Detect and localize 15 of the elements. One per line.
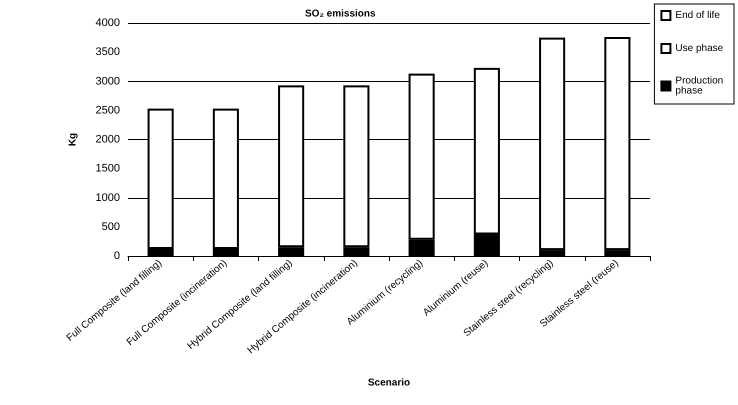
y-tick-label: 1000 (96, 192, 120, 204)
legend-label: Use phase (675, 43, 724, 54)
y-axis-title: Kg (68, 132, 78, 146)
x-axis-title: Scenario (368, 378, 410, 388)
y-tick-label: 4000 (96, 17, 120, 29)
legend-label: Production phase (675, 76, 726, 96)
y-tick-label: 1500 (96, 162, 120, 175)
y-tick-label: 2000 (96, 134, 120, 146)
y-tick-label: 3500 (96, 46, 120, 58)
y-tick-label: 2500 (96, 104, 120, 116)
chart-title: SO₂ emissions (305, 8, 376, 20)
y-tick-label: 500 (102, 220, 120, 233)
y-tick-label: 0 (114, 250, 120, 262)
legend-label: End of life (675, 10, 720, 21)
y-tick-label: 3000 (96, 75, 120, 88)
